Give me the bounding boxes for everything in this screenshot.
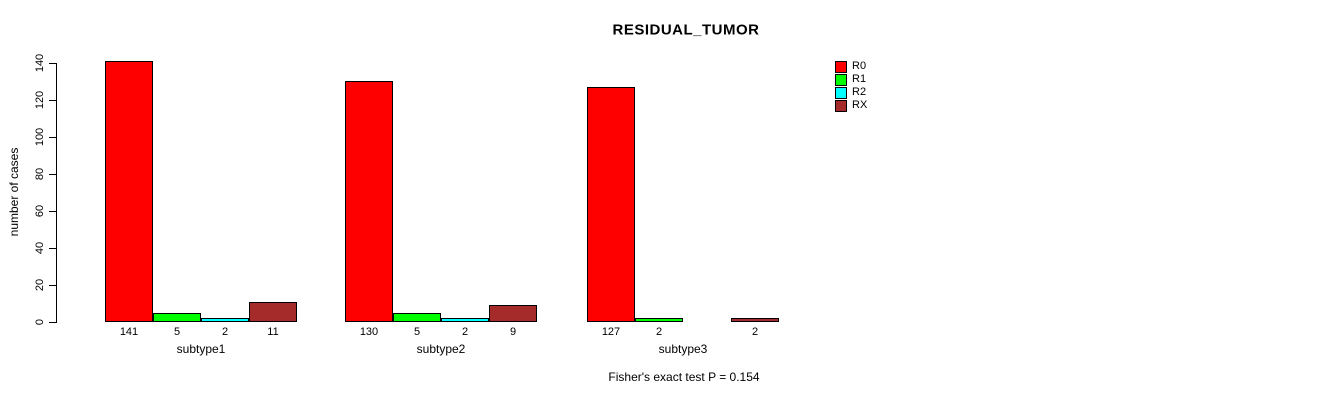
y-axis-tick-label: 60 [34, 204, 46, 218]
bar-value-label: 9 [509, 326, 517, 338]
y-axis-tick [49, 322, 56, 323]
y-axis-tick-label: 140 [34, 53, 46, 73]
bar-value-label: 2 [751, 326, 759, 338]
legend-swatch-R0 [835, 60, 847, 73]
legend-swatch-R2 [835, 86, 847, 99]
x-category-label-subtype2: subtype2 [416, 342, 466, 356]
y-axis-tick [49, 137, 56, 138]
legend-label-R0: R0 [852, 60, 867, 72]
y-axis-tick [49, 285, 56, 286]
y-axis-tick [49, 100, 56, 101]
bar-value-label: 11 [267, 326, 279, 338]
bar-value-label: 5 [173, 326, 181, 338]
bar-R0-subtype3 [587, 87, 635, 322]
legend-label-R2: R2 [852, 86, 867, 98]
bar-value-label: 141 [119, 326, 139, 338]
y-axis-tick [49, 248, 56, 249]
y-axis-tick-label: 20 [34, 278, 46, 292]
y-axis-tick [49, 63, 56, 64]
x-category-label-subtype1: subtype1 [176, 342, 226, 356]
bar-R1-subtype2 [393, 313, 441, 322]
legend-row-RX: RX [835, 99, 867, 112]
bar-R0-subtype1 [105, 61, 153, 322]
bar-R0-subtype2 [345, 81, 393, 322]
legend-label-RX: RX [852, 99, 868, 111]
legend-swatch-R1 [835, 73, 847, 86]
legend: R0 R1 R2 RX [835, 60, 867, 112]
chart-title: RESIDUAL_TUMOR [612, 21, 760, 39]
bar-R1-subtype3 [635, 318, 683, 322]
bar-RX-subtype3 [731, 318, 779, 322]
legend-label-R1: R1 [852, 73, 867, 85]
x-category-label-subtype3: subtype3 [658, 342, 708, 356]
legend-row-R0: R0 [835, 60, 867, 73]
bar-RX-subtype1 [249, 302, 297, 322]
bar-R1-subtype1 [153, 313, 201, 322]
y-axis-tick [49, 211, 56, 212]
bar-value-label: 130 [359, 326, 379, 338]
bar-R2-subtype2 [441, 318, 489, 322]
y-axis-tick-label: 40 [34, 241, 46, 255]
bar-value-label: 5 [413, 326, 421, 338]
bar-RX-subtype2 [489, 305, 537, 322]
y-axis-line [56, 63, 57, 323]
y-axis-tick [49, 174, 56, 175]
legend-swatch-RX [835, 99, 847, 112]
legend-row-R1: R1 [835, 73, 867, 86]
bar-value-label: 127 [601, 326, 621, 338]
legend-row-R2: R2 [835, 86, 867, 99]
y-axis-tick-label: 80 [34, 167, 46, 181]
bar-value-label: 2 [221, 326, 229, 338]
y-axis-label: number of cases [7, 147, 21, 237]
annotation-fisher-test: Fisher's exact test P = 0.154 [608, 370, 760, 384]
bar-value-label: 2 [461, 326, 469, 338]
y-axis-tick-label: 0 [34, 318, 46, 326]
bar-value-label: 2 [655, 326, 663, 338]
y-axis-tick-label: 120 [34, 90, 46, 110]
bar-R2-subtype1 [201, 318, 249, 322]
y-axis-tick-label: 100 [34, 127, 46, 147]
